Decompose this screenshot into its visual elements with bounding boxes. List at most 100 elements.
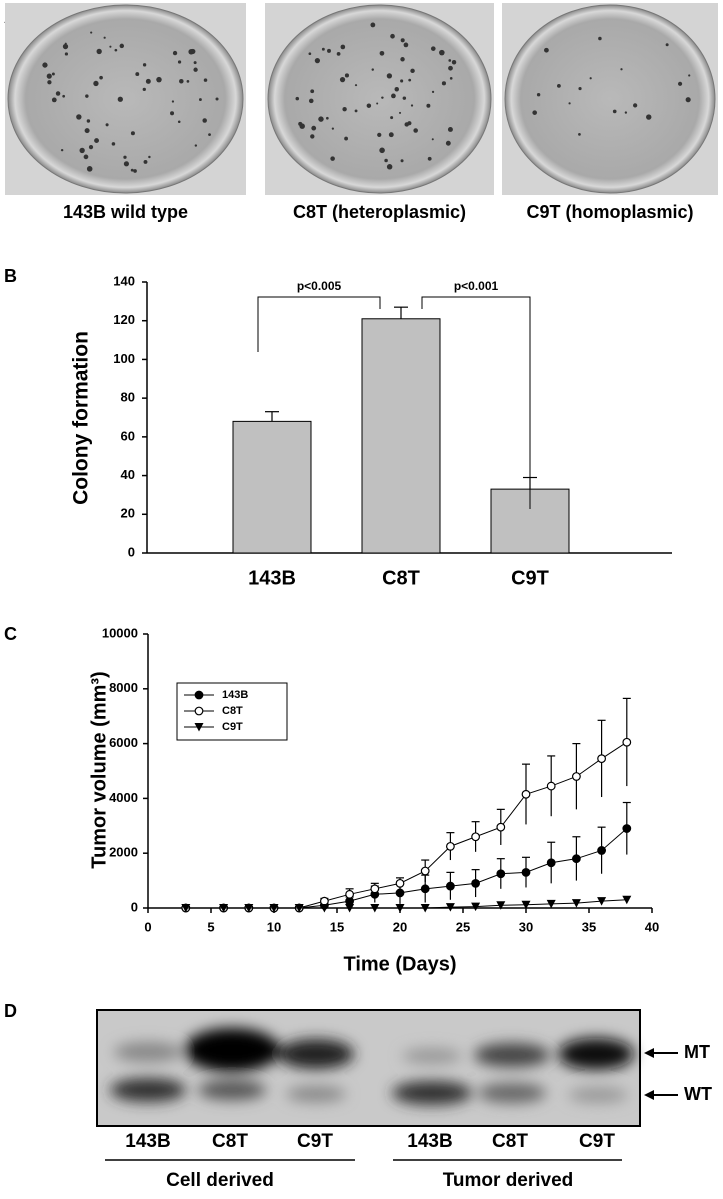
band — [474, 1043, 550, 1067]
marker — [597, 846, 606, 855]
colony — [79, 147, 85, 154]
band — [568, 1087, 628, 1103]
marker — [194, 706, 204, 716]
panel-label: D — [4, 1001, 17, 1021]
colony — [344, 73, 349, 78]
colony — [390, 116, 394, 120]
colony — [394, 86, 399, 92]
marker — [622, 895, 632, 905]
colony — [612, 109, 617, 114]
colony — [399, 111, 402, 114]
colony — [400, 57, 405, 62]
band — [392, 1081, 472, 1105]
colony — [170, 111, 175, 116]
colony — [308, 52, 312, 56]
colony — [130, 131, 135, 136]
colony — [376, 102, 379, 105]
y-tick-label: 140 — [113, 273, 135, 288]
lane-label: C9T — [297, 1131, 333, 1152]
colony — [308, 98, 314, 104]
marker — [571, 899, 581, 908]
colony — [381, 96, 384, 99]
marker — [420, 904, 430, 913]
x-tick-label: 5 — [207, 919, 214, 934]
colony — [370, 22, 376, 28]
colony — [117, 96, 123, 102]
marker — [546, 858, 556, 868]
colony — [331, 127, 334, 130]
x-tick-label: 40 — [645, 919, 659, 934]
marker — [194, 723, 204, 732]
marker — [194, 690, 204, 700]
colony — [620, 68, 623, 71]
colony — [42, 62, 48, 68]
blot-frame — [96, 1009, 641, 1127]
colony — [384, 158, 388, 163]
colony — [193, 61, 197, 65]
significance-bracket — [257, 296, 381, 352]
y-tick-label: 8000 — [109, 680, 138, 695]
colony — [83, 154, 89, 160]
colony — [426, 103, 431, 108]
colony — [598, 36, 602, 41]
marker — [370, 884, 380, 894]
plate — [504, 4, 716, 194]
band — [478, 1083, 546, 1103]
band — [184, 1028, 280, 1072]
colony — [413, 128, 418, 133]
panel-label: B — [4, 266, 17, 286]
colony — [111, 142, 116, 146]
colony — [339, 76, 346, 83]
colony — [148, 155, 151, 159]
colony — [379, 50, 385, 56]
marker — [521, 900, 531, 910]
colony — [410, 68, 415, 74]
marker — [269, 904, 279, 913]
band — [558, 1038, 634, 1070]
y-tick-label: 6000 — [109, 735, 138, 750]
band-label: WT — [684, 1084, 712, 1104]
colony — [90, 31, 93, 34]
x-tick-label: C9T — [511, 567, 549, 589]
colony — [589, 77, 592, 80]
series-line — [185, 899, 627, 909]
colony — [194, 144, 198, 147]
marker — [496, 822, 506, 832]
colony — [105, 123, 109, 127]
colony — [123, 161, 130, 167]
legend-label: C9T — [222, 721, 243, 733]
colony — [646, 114, 652, 120]
series-line — [185, 828, 628, 909]
legend-label: 143B — [222, 689, 248, 701]
colony — [55, 91, 61, 96]
lane-label: 143B — [407, 1131, 452, 1152]
y-tick-label: 40 — [121, 467, 135, 482]
colony — [633, 103, 638, 108]
colony — [377, 132, 382, 138]
y-tick-label: 0 — [128, 544, 135, 559]
colony — [103, 36, 106, 39]
colony — [142, 87, 146, 92]
colony — [47, 80, 52, 85]
colony — [62, 43, 69, 50]
marker — [395, 878, 405, 888]
bands — [110, 1028, 634, 1105]
y-tick-label: 60 — [121, 428, 135, 443]
marker — [597, 754, 606, 764]
colony — [407, 121, 412, 126]
x-tick-label: 10 — [267, 919, 281, 934]
colony — [114, 48, 118, 52]
colony — [379, 147, 385, 154]
colony — [557, 83, 561, 88]
colony — [624, 111, 628, 114]
arrow-head — [644, 1048, 654, 1058]
group-label: Tumor derived — [443, 1170, 574, 1191]
marker — [446, 881, 455, 891]
marker — [445, 903, 455, 912]
band — [110, 1078, 186, 1102]
colony — [130, 168, 134, 172]
colony — [86, 166, 93, 172]
marker — [546, 899, 556, 909]
colony — [336, 52, 341, 56]
colony — [310, 89, 315, 94]
